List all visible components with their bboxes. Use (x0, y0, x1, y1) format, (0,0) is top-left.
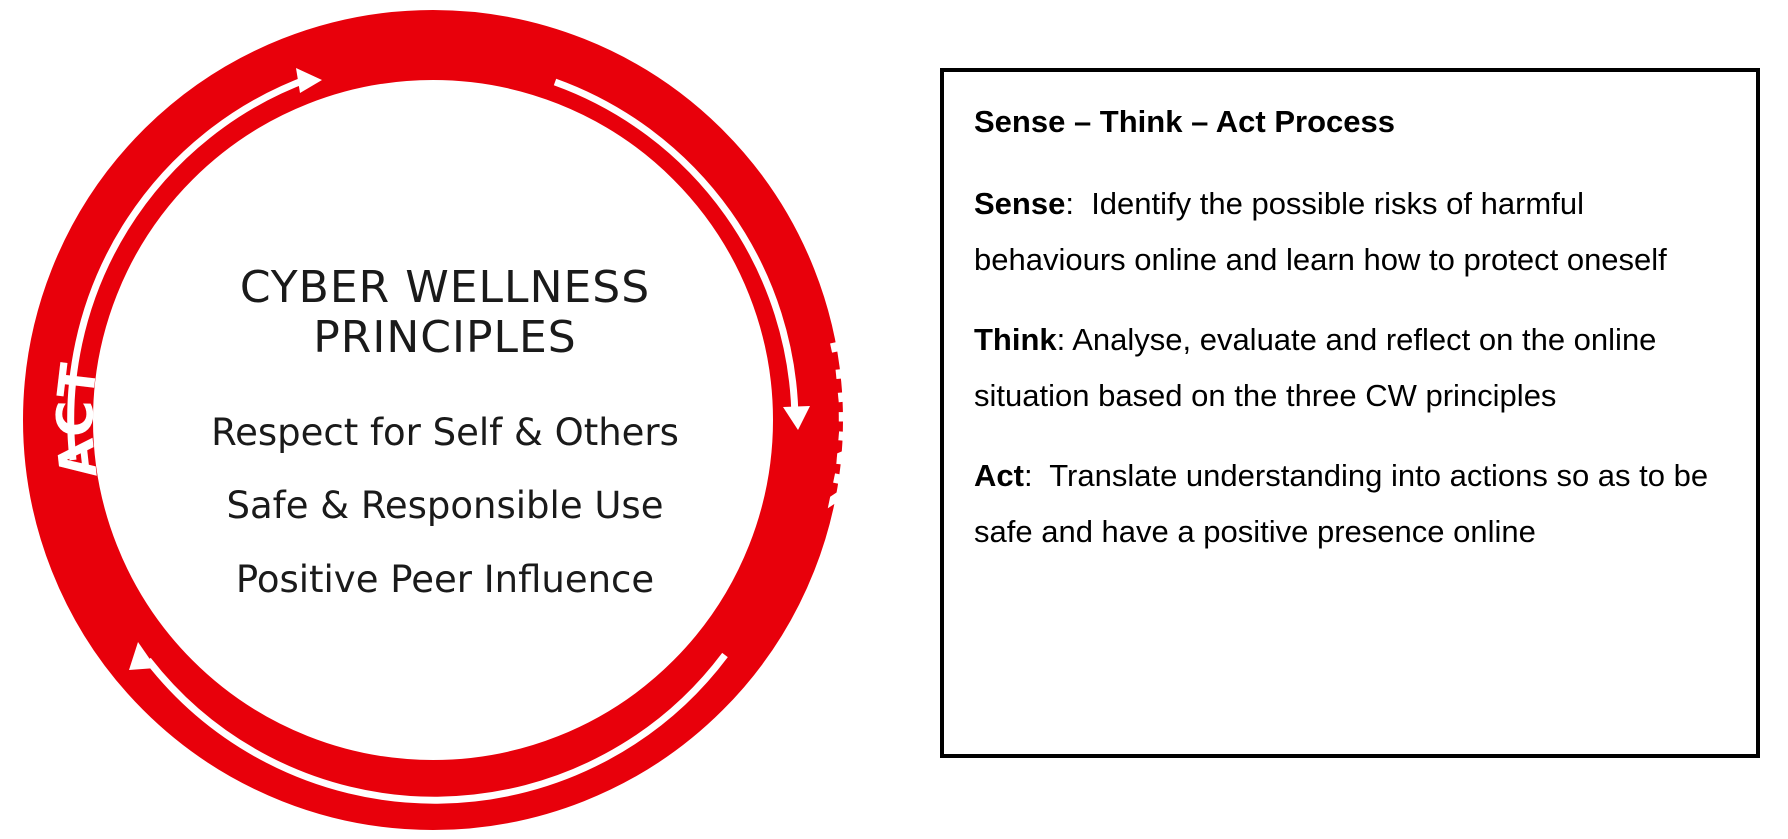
definition-text: Analyse, evaluate and reflect on the onl… (974, 322, 1657, 413)
definition-text: Translate understanding into actions so … (974, 458, 1709, 549)
definition-text: Identify the possible risks of harmful b… (974, 186, 1667, 277)
process-description-box: Sense – Think – Act Process Sense: Ident… (940, 68, 1760, 758)
definition-think: Think: Analyse, evaluate and reflect on … (974, 312, 1728, 424)
definition-term: Think (974, 322, 1057, 357)
process-box-title: Sense – Think – Act Process (974, 104, 1395, 139)
arrow-act-to-sense (67, 74, 312, 461)
definition-separator: : (1065, 186, 1092, 221)
arrow-sense-to-think (553, 78, 799, 421)
arrowhead-icon (783, 406, 810, 430)
arrowhead-icon (296, 68, 322, 93)
principle-item: Respect for Self & Others (211, 411, 679, 454)
red-cycle-ring (23, 10, 843, 830)
definition-term: Sense (974, 186, 1066, 221)
center-title-line-2: PRINCIPLES (313, 312, 576, 363)
definition-act: Act: Translate understanding into action… (974, 448, 1728, 560)
arrowhead-icon (129, 642, 156, 670)
cyber-wellness-cycle: SENSE THINK ACT CYBER WELLNESS PRINCIPLE… (23, 10, 880, 830)
cycle-arrows (67, 74, 799, 804)
definition-sense: Sense: Identify the possible risks of ha… (974, 176, 1728, 288)
arrowheads (129, 68, 810, 670)
definition-separator: : (1056, 322, 1073, 357)
definition-separator: : (1023, 458, 1050, 493)
center-title-line-1: CYBER WELLNESS (240, 262, 650, 313)
stage-label-act: ACT (46, 359, 108, 482)
principle-item: Positive Peer Influence (236, 558, 654, 601)
definition-term: Act (974, 458, 1024, 493)
principle-item: Safe & Responsible Use (227, 484, 664, 527)
arrow-think-to-act (145, 652, 728, 804)
